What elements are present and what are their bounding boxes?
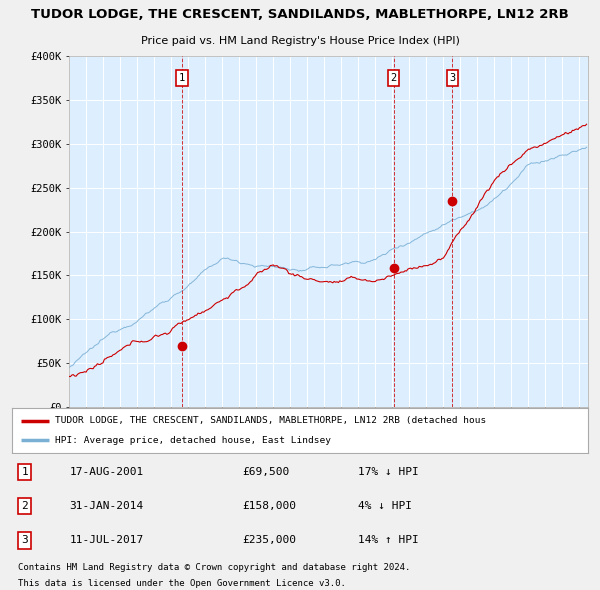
Text: 31-JAN-2014: 31-JAN-2014: [70, 502, 144, 512]
Text: This data is licensed under the Open Government Licence v3.0.: This data is licensed under the Open Gov…: [18, 579, 346, 588]
Text: TUDOR LODGE, THE CRESCENT, SANDILANDS, MABLETHORPE, LN12 2RB (detached hous: TUDOR LODGE, THE CRESCENT, SANDILANDS, M…: [55, 416, 487, 425]
Text: 3: 3: [449, 73, 455, 83]
Text: Price paid vs. HM Land Registry's House Price Index (HPI): Price paid vs. HM Land Registry's House …: [140, 36, 460, 46]
Text: 1: 1: [21, 467, 28, 477]
Text: Contains HM Land Registry data © Crown copyright and database right 2024.: Contains HM Land Registry data © Crown c…: [18, 563, 410, 572]
Text: 1: 1: [179, 73, 185, 83]
Text: 14% ↑ HPI: 14% ↑ HPI: [358, 536, 418, 545]
Text: 17% ↓ HPI: 17% ↓ HPI: [358, 467, 418, 477]
Text: TUDOR LODGE, THE CRESCENT, SANDILANDS, MABLETHORPE, LN12 2RB: TUDOR LODGE, THE CRESCENT, SANDILANDS, M…: [31, 8, 569, 21]
Text: 2: 2: [391, 73, 397, 83]
Text: 2: 2: [21, 502, 28, 512]
Text: 4% ↓ HPI: 4% ↓ HPI: [358, 502, 412, 512]
Text: £69,500: £69,500: [242, 467, 290, 477]
Text: HPI: Average price, detached house, East Lindsey: HPI: Average price, detached house, East…: [55, 435, 331, 445]
Text: 3: 3: [21, 536, 28, 545]
Text: £235,000: £235,000: [242, 536, 296, 545]
Text: 17-AUG-2001: 17-AUG-2001: [70, 467, 144, 477]
Text: 11-JUL-2017: 11-JUL-2017: [70, 536, 144, 545]
Text: £158,000: £158,000: [242, 502, 296, 512]
